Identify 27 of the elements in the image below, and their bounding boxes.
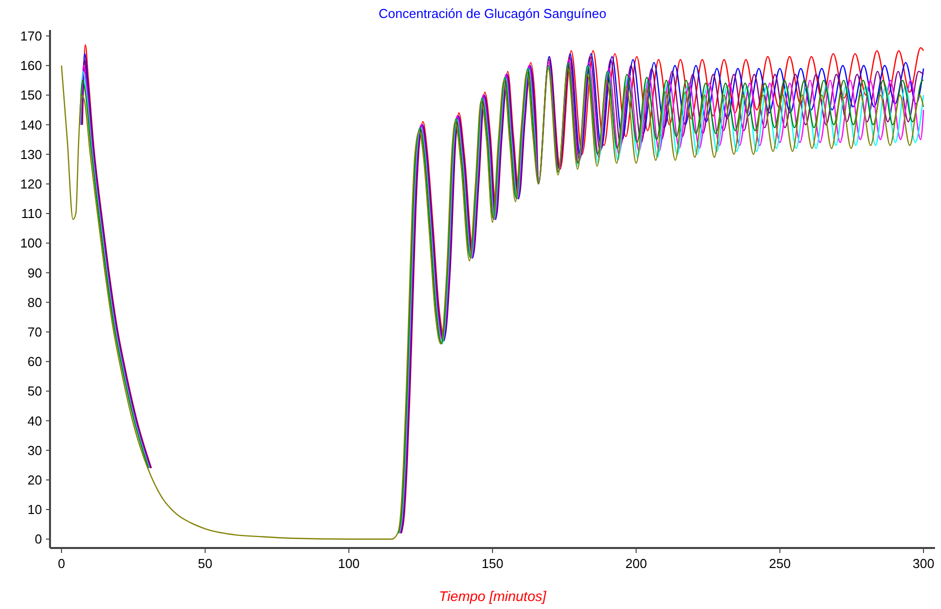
y-tick-label: 50 <box>28 384 42 399</box>
x-tick-label: 0 <box>58 556 66 571</box>
y-tick-label: 120 <box>20 176 42 192</box>
x-tick-label: 300 <box>912 556 934 571</box>
y-tick-label: 80 <box>28 294 42 310</box>
y-tick-label: 70 <box>28 324 42 340</box>
x-tick-label: 50 <box>198 556 212 571</box>
y-tick-label: 100 <box>20 236 42 251</box>
y-tick-label: 40 <box>28 413 42 428</box>
y-tick-label: 60 <box>28 354 42 370</box>
y-tick-label: 10 <box>28 502 42 518</box>
y-tick-label: 130 <box>20 146 42 162</box>
x-tick-label: 100 <box>338 556 360 571</box>
y-tick-label: 20 <box>28 472 42 488</box>
chart-title: Concentración de Glucagón Sanguíneo <box>378 6 606 21</box>
x-tick-label: 250 <box>768 556 791 571</box>
y-tick-label: 90 <box>28 265 42 280</box>
y-tick-label: 160 <box>20 58 42 74</box>
x-axis-title: Tiempo [minutos] <box>438 588 548 604</box>
y-tick-label: 150 <box>20 88 42 103</box>
y-tick-label: 0 <box>34 532 42 547</box>
x-tick-label: 150 <box>482 556 504 571</box>
y-tick-label: 140 <box>20 117 42 132</box>
y-tick-label: 30 <box>28 442 42 458</box>
y-tick-label: 170 <box>20 28 42 44</box>
y-tick-label: 110 <box>21 206 42 222</box>
x-tick-label: 200 <box>625 556 648 571</box>
